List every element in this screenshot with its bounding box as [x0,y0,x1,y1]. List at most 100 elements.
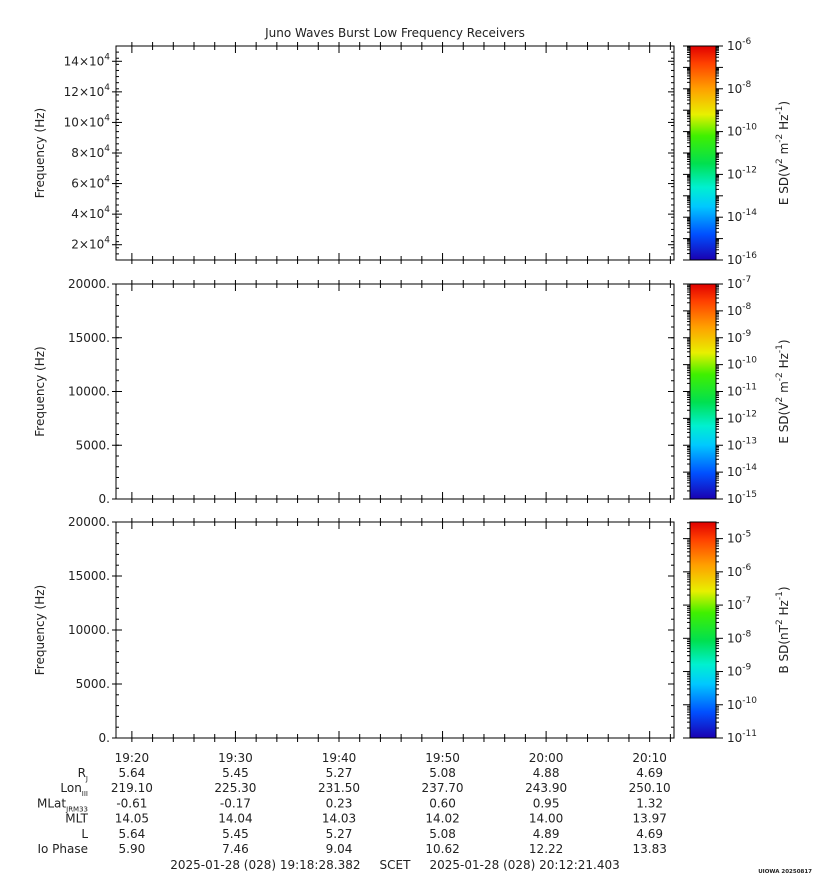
ephemeris-value: 7.46 [222,842,249,856]
ephemeris-row-label: Io Phase [37,842,88,856]
ephemeris-value: 250.10 [629,781,671,795]
colorbar-tick-label: 10-16 [727,251,757,267]
y-tick-label: 15000. [68,331,110,345]
ephemeris-value: -0.17 [220,796,251,810]
colorbar-tick-label: 10-13 [727,436,757,452]
ephemeris-value: 1.32 [636,796,663,810]
ephemeris-value: 10.62 [425,842,459,856]
y-tick-label: 0. [99,731,110,745]
y-axis-label: Frequency (Hz) [33,585,47,676]
colorbar-tick-label: 10-7 [727,596,751,612]
colorbar-tick-label: 10-15 [727,490,757,506]
y-tick-label: 15000. [68,569,110,583]
ephemeris-value: 219.10 [111,781,153,795]
y-tick-label: 5000. [76,438,110,452]
colorbar-tick-label: 10-6 [727,563,752,579]
colorbar-tick-label: 10-11 [727,729,757,745]
x-tick-label: 19:40 [322,751,357,765]
panel-3: 0. 5000. 10000. 15000. 20000. Frequency (Hz) 1… [33,515,791,745]
ephemeris-value: 225.30 [214,781,256,795]
ephemeris-value: 14.04 [218,812,252,826]
y-tick-label: 10000. [68,623,110,637]
colorbar-tick-label: 10-14 [727,208,757,224]
y-tick-label: 5000. [76,677,110,691]
ephemeris-value: 243.90 [525,781,567,795]
ephemeris-value: 5.27 [326,766,353,780]
plot-frame [115,45,675,261]
ephemeris-value: 14.00 [529,812,563,826]
colorbar-label: E SD(V2 m-2 Hz-1) [775,101,791,205]
ephemeris-value: 13.97 [632,812,666,826]
y-axis-label: Frequency (Hz) [33,346,47,437]
y-tick-label: 14×104​ [64,52,111,68]
ephemeris-row-label: L [81,827,88,841]
credit-text: UIOWA 20250817 [758,869,812,875]
colorbar-tick-label: 10-6 [727,37,752,53]
colorbar-tick-label: 10-10 [727,123,757,139]
y-tick-label: 10000. [68,385,110,399]
ephemeris-value: 4.88 [533,766,560,780]
ephemeris-value: -0.61 [116,796,147,810]
ephemeris-value: 5.08 [429,766,456,780]
x-tick-label: 19:20 [115,751,150,765]
x-tick-label: 20:00 [529,751,564,765]
colorbar-tick-label: 10-8 [727,80,752,96]
colorbar-tick-label: 10-8 [727,629,752,645]
ephemeris-row-label: RJ [78,766,88,783]
colorbar-tick-label: 10-5 [727,530,751,546]
ephemeris-value: 0.60 [429,796,456,810]
y-tick-label: 8×104​ [71,144,110,160]
ephemeris-value: 4.69 [636,766,663,780]
colorbar-tick-label: 10-14 [727,463,757,479]
ephemeris-row-label: MLatJRM33 [37,796,88,813]
colorbar-label: B SD(nT2 Hz-1) [775,586,791,673]
colorbar-tick-label: 10-10 [727,356,757,372]
ephemeris-value: 4.89 [533,827,560,841]
colorbar [689,45,717,261]
ephemeris-value: 12.22 [529,842,563,856]
time-range-text: 2025-01-28 (028) 19:18:28.382 SCET 2025-… [170,858,620,872]
y-tick-label: 20000. [68,277,110,291]
colorbar-tick-label: 10-9 [727,329,752,345]
chart-title: Juno Waves Burst Low Frequency Receivers [264,26,525,40]
colorbar-tick-label: 10-12 [727,409,757,425]
x-tick-label: 20:10 [632,751,667,765]
ephemeris-value: 5.45 [222,766,249,780]
ephemeris-value: 14.02 [425,812,459,826]
colorbar-tick-label: 10-10 [727,696,757,712]
ephemeris-row-label: MLT [65,812,88,826]
ephemeris-value: 231.50 [318,781,360,795]
ephemeris-value: 9.04 [326,842,353,856]
ephemeris-value: 5.64 [119,766,146,780]
colorbar [689,283,717,500]
colorbar-tick-label: 10-9 [727,663,752,679]
y-tick-label: 6×104​ [71,175,110,191]
panel-2: 0. 5000. 10000. 15000. 20000. Frequency (Hz) 1… [33,275,791,506]
y-axis-label: Frequency (Hz) [33,108,47,199]
ephemeris-value: 13.83 [632,842,666,856]
y-tick-label: 12×104​ [64,83,111,99]
y-tick-label: 10×104​ [64,113,111,129]
y-tick-label: 4×104​ [71,205,110,221]
ephemeris-value: 4.69 [636,827,663,841]
ephemeris-row-label: LonIII [60,781,88,798]
colorbar-tick-label: 10-7 [727,275,751,291]
ephemeris-value: 0.95 [533,796,560,810]
x-tick-label: 19:30 [218,751,253,765]
y-tick-label: 20000. [68,515,110,529]
y-tick-label: 2×104​ [71,236,110,252]
ephemeris-value: 14.05 [115,812,149,826]
ephemeris-value: 14.03 [322,812,356,826]
ephemeris-value: 5.64 [119,827,146,841]
ephemeris-value: 5.08 [429,827,456,841]
colorbar [689,521,717,739]
ephemeris-value: 237.70 [422,781,464,795]
ephemeris-value: 0.23 [326,796,353,810]
ephemeris-value: 5.45 [222,827,249,841]
colorbar-label: E SD(V2 m-2 Hz-1) [775,339,791,443]
ephemeris-value: 5.27 [326,827,353,841]
colorbar-tick-label: 10-8 [727,302,752,318]
panel-1: 2×104​ 4×104​ 6×104​ 8×104​ 10×104​ 12×104​ 14… [33,37,791,267]
plot-frame [115,283,675,500]
